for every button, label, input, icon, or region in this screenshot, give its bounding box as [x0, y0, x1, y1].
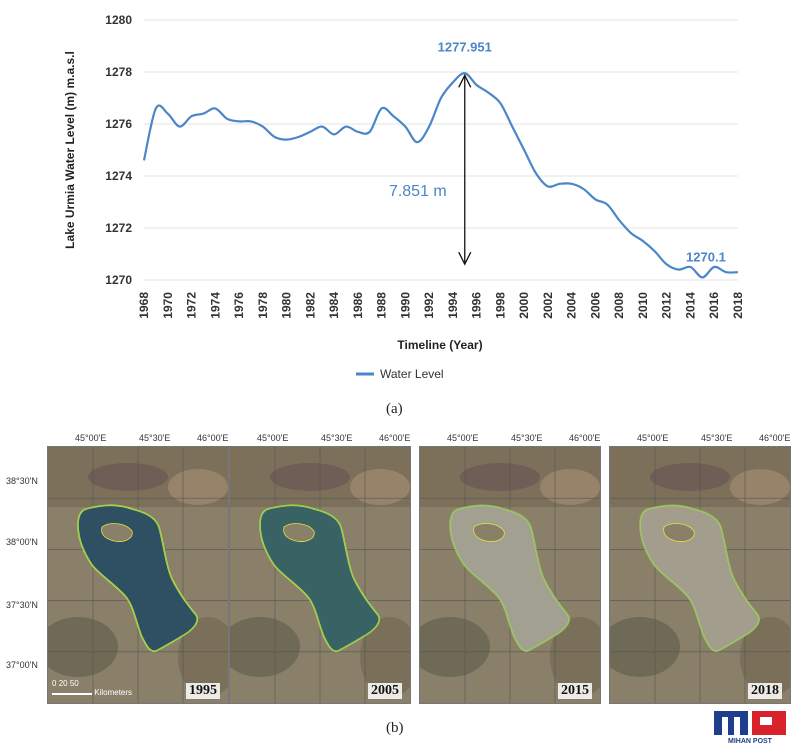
- y-tick-label: 1274: [105, 169, 132, 183]
- x-tick-label: 1986: [351, 292, 365, 319]
- peak-annotation: 1277.951: [438, 39, 492, 54]
- x-tick-label: 1972: [185, 292, 199, 319]
- difference-annotation: 7.851 m: [389, 183, 447, 200]
- x-tick-label: 1992: [422, 292, 436, 319]
- longitude-label: 45°00'E: [637, 433, 669, 443]
- x-tick-label: 1974: [208, 292, 222, 319]
- caption-a: (a): [386, 401, 403, 417]
- mihan-post-logo: MIHAN POST: [714, 711, 786, 745]
- map-panel-2005: 2005: [229, 446, 411, 704]
- x-tick-label: 1976: [232, 292, 246, 319]
- longitude-label: 45°00'E: [257, 433, 289, 443]
- longitude-label: 46°00'E: [569, 433, 601, 443]
- x-tick-label: 1968: [137, 292, 151, 319]
- y-tick-label: 1278: [105, 65, 132, 79]
- longitude-label: 46°00'E: [379, 433, 411, 443]
- longitude-label: 45°30'E: [321, 433, 353, 443]
- x-tick-label: 2014: [683, 292, 697, 319]
- longitude-label: 45°30'E: [511, 433, 543, 443]
- map-panel-2015: 2015: [419, 446, 601, 704]
- longitude-label: 45°30'E: [701, 433, 733, 443]
- x-tick-label: 1998: [493, 292, 507, 319]
- x-tick-label: 2006: [588, 292, 602, 319]
- x-tick-label: 2016: [707, 292, 721, 319]
- y-tick-label: 1272: [105, 221, 132, 235]
- x-tick-label: 2002: [541, 292, 555, 319]
- x-tick-label: 1996: [470, 292, 484, 319]
- longitude-label: 45°00'E: [447, 433, 479, 443]
- y-tick-label: 1276: [105, 117, 132, 131]
- legend-label: Water Level: [380, 367, 444, 381]
- longitude-label: 46°00'E: [759, 433, 791, 443]
- x-tick-label: 2018: [731, 292, 745, 319]
- satellite-image: [420, 447, 600, 703]
- arrow-head-top: [458, 73, 472, 88]
- latitude-label: 37°00'N: [6, 660, 38, 670]
- y-axis-label: Lake Urmia Water Level (m) m.a.s.l: [63, 51, 77, 249]
- x-tick-label: 1984: [327, 292, 341, 319]
- caption-b: (b): [386, 720, 404, 736]
- water-level-chart: 1270 1272 1274 1276 1278 1280 1968 1970 1972 197…: [63, 13, 745, 381]
- x-tick-label: 2010: [636, 292, 650, 319]
- y-tick-label: 1270: [105, 273, 132, 287]
- y-axis-ticks: 1270 1272 1274 1276 1278 1280: [105, 13, 132, 287]
- arrow-head-bottom: [458, 251, 472, 266]
- map-panel-2018: 2018: [609, 446, 791, 704]
- x-tick-label: 2004: [565, 292, 579, 319]
- latitude-label: 38°00'N: [6, 537, 38, 547]
- longitude-label: 45°30'E: [139, 433, 171, 443]
- x-tick-label: 2008: [612, 292, 626, 319]
- x-tick-label: 1988: [375, 292, 389, 319]
- satellite-image: [48, 447, 228, 703]
- grid-lines: [144, 19, 738, 281]
- longitude-label: 46°00'E: [197, 433, 229, 443]
- year-label: 1995: [186, 683, 220, 699]
- satellite-image: [610, 447, 790, 703]
- x-tick-label: 1990: [398, 292, 412, 319]
- x-tick-label: 1982: [303, 292, 317, 319]
- year-label: 2015: [558, 683, 592, 699]
- satellite-image: [230, 447, 410, 703]
- latitude-label: 38°30'N: [6, 476, 38, 486]
- x-tick-label: 1978: [256, 292, 270, 319]
- longitude-label: 45°00'E: [75, 433, 107, 443]
- year-label: 2018: [748, 683, 782, 699]
- year-label: 2005: [368, 683, 402, 699]
- water-level-line: [142, 72, 739, 279]
- latitude-label: 37°30'N: [6, 600, 38, 610]
- x-tick-label: 1970: [161, 292, 175, 319]
- scale-bar: 0 20 50 Kilometers: [52, 679, 133, 697]
- x-tick-label: 2012: [660, 292, 674, 319]
- x-tick-label: 1994: [446, 292, 460, 319]
- map-panel-1995: 1995 0 20 50 Kilometers: [47, 446, 229, 704]
- x-axis-ticks: 1968 1970 1972 1974 1976 1978 1980 1982 1984 1986…: [137, 292, 745, 319]
- y-tick-label: 1280: [105, 13, 132, 27]
- low-annotation: 1270.1: [686, 249, 726, 264]
- difference-arrow: [458, 73, 472, 266]
- svg-text:MIHAN POST: MIHAN POST: [728, 738, 773, 745]
- x-tick-label: 2000: [517, 292, 531, 319]
- x-axis-label: Timeline (Year): [397, 338, 482, 352]
- x-tick-label: 1980: [280, 292, 294, 319]
